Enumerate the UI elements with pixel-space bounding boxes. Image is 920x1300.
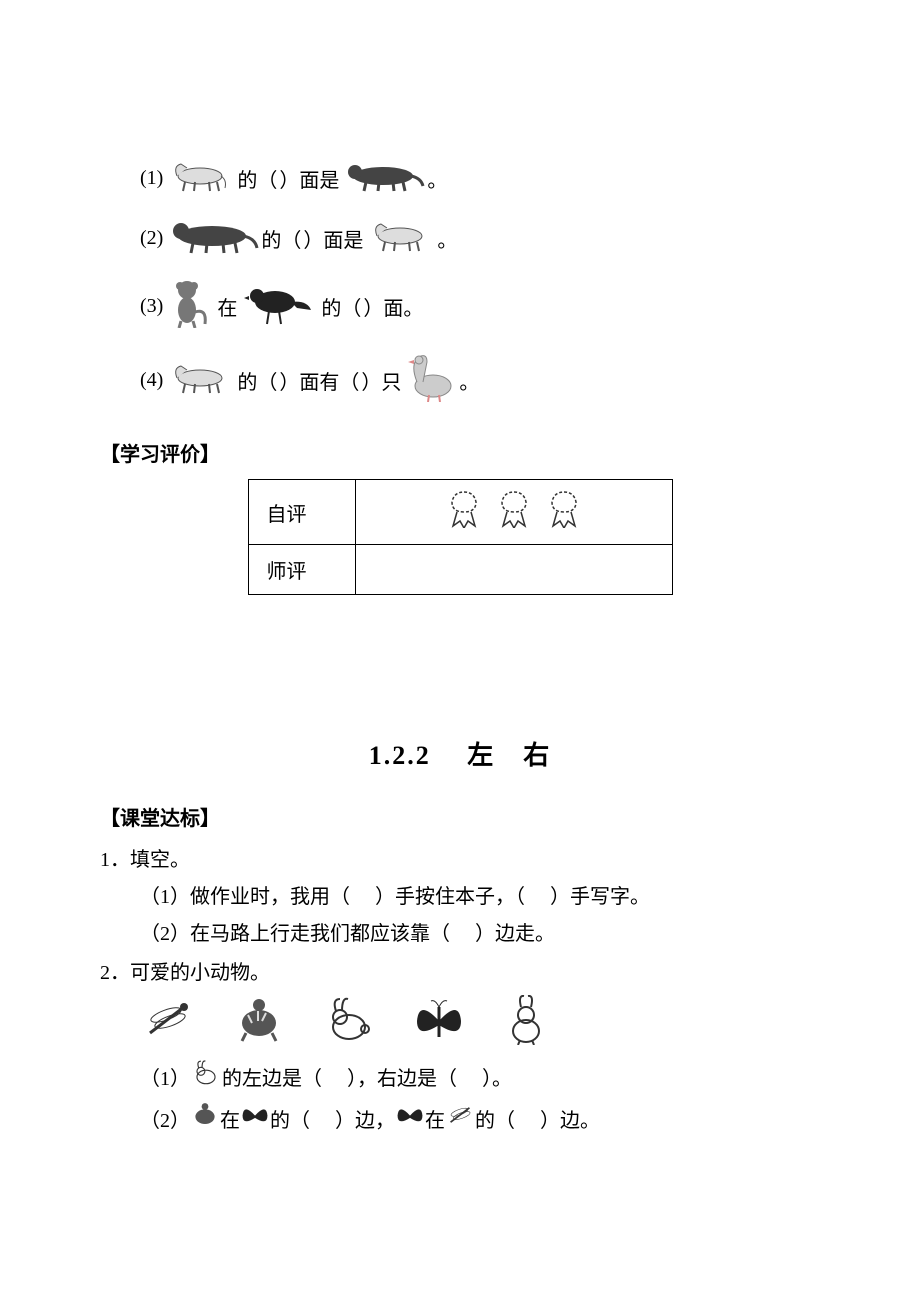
- q1-t3: 。: [427, 164, 447, 193]
- q3-t1: 在: [217, 292, 237, 321]
- p2s2-e: 的（ ）边。: [475, 1104, 600, 1133]
- rabbit-outline-small-icon: [190, 1060, 222, 1092]
- turtle-small-icon: [190, 1102, 220, 1134]
- butterfly-small-icon: [395, 1102, 425, 1134]
- q4-t1: 的（: [237, 366, 277, 395]
- p2-sub1: （1） 的左边是（ ），右边是（ ）。: [140, 1060, 820, 1092]
- p2-num: 2．: [100, 962, 130, 984]
- butterfly-small-icon: [240, 1102, 270, 1134]
- monkey-icon: [165, 278, 209, 334]
- question-4: (4) 的（ ）面有（ ）只 。: [140, 352, 820, 408]
- question-2: (2) 的（ ）面是 。: [140, 216, 820, 260]
- tiger-icon: [341, 158, 425, 198]
- p2s2-a: （2）: [140, 1104, 190, 1133]
- q4-t2: ）面有（: [279, 366, 359, 395]
- p1-num: 1．: [100, 849, 130, 871]
- problem-1: 1．填空。: [100, 843, 820, 872]
- ribbon-icon: [497, 490, 531, 534]
- ribbon-icon: [447, 490, 481, 534]
- bird-icon: [243, 280, 313, 332]
- q4-t3: ）只: [361, 366, 401, 395]
- ribbon-icon: [547, 490, 581, 534]
- table-row: 师评: [248, 545, 672, 595]
- horse-icon: [165, 158, 235, 198]
- q3-t2: 的（: [321, 292, 361, 321]
- q2-t1: 的（: [261, 224, 301, 253]
- class-heading: 【课堂达标】: [100, 802, 820, 831]
- question-3: (3) 在 的（ ）面。: [140, 278, 820, 334]
- q1-num: (1): [140, 167, 163, 190]
- q3-t3: ）面。: [363, 292, 423, 321]
- q1-t1: 的（: [237, 164, 277, 193]
- problem-2: 2．可爱的小动物。: [100, 956, 820, 985]
- p2s1-b: 的左边是（ ），右边是（ ）。: [222, 1062, 512, 1091]
- eval-table: 自评 师评: [248, 479, 673, 595]
- q1-t2: ）面是: [279, 164, 339, 193]
- animal-row: [140, 995, 820, 1050]
- p2s2-d: 在: [425, 1104, 445, 1133]
- self-eval-value: [355, 480, 672, 545]
- butterfly-icon: [414, 997, 464, 1048]
- q2-num: (2): [140, 227, 163, 250]
- section-title: 1.2.2 左 右: [100, 735, 820, 772]
- table-row: 自评: [248, 480, 672, 545]
- q4-num: (4): [140, 369, 163, 392]
- q3-num: (3): [140, 295, 163, 318]
- p2-text: 可爱的小动物。: [130, 962, 270, 984]
- q2-t2: ）面是: [303, 224, 363, 253]
- self-eval-label: 自评: [248, 480, 355, 545]
- p1-sub1: （1）做作业时，我用（ ）手按住本子，（ ）手写字。: [140, 880, 820, 909]
- tiger-icon: [165, 216, 259, 260]
- p2s1-a: （1）: [140, 1062, 190, 1091]
- q4-t4: 。: [459, 366, 479, 395]
- goose-icon: [403, 352, 457, 408]
- p1-sub2: （2）在马路上行走我们都应该靠（ ）边走。: [140, 917, 820, 946]
- rabbit-icon: [504, 995, 548, 1050]
- dragonfly-small-icon: [445, 1102, 475, 1134]
- horse-icon: [165, 360, 235, 400]
- question-1: (1) 的（ ）面是 。: [140, 158, 820, 198]
- horse-icon: [365, 218, 435, 258]
- p2s2-c: 的（ ）边，: [270, 1104, 395, 1133]
- eval-heading: 【学习评价】: [100, 438, 820, 467]
- rabbit-outline-icon: [324, 997, 374, 1048]
- teacher-eval-label: 师评: [248, 545, 355, 595]
- teacher-eval-value: [355, 545, 672, 595]
- p2s2-b: 在: [220, 1104, 240, 1133]
- p1-text: 填空。: [130, 849, 190, 871]
- turtle-icon: [234, 997, 284, 1048]
- q2-t3: 。: [437, 224, 457, 253]
- p2-sub2: （2） 在 的（ ）边， 在: [140, 1102, 820, 1134]
- dragonfly-icon: [140, 997, 194, 1048]
